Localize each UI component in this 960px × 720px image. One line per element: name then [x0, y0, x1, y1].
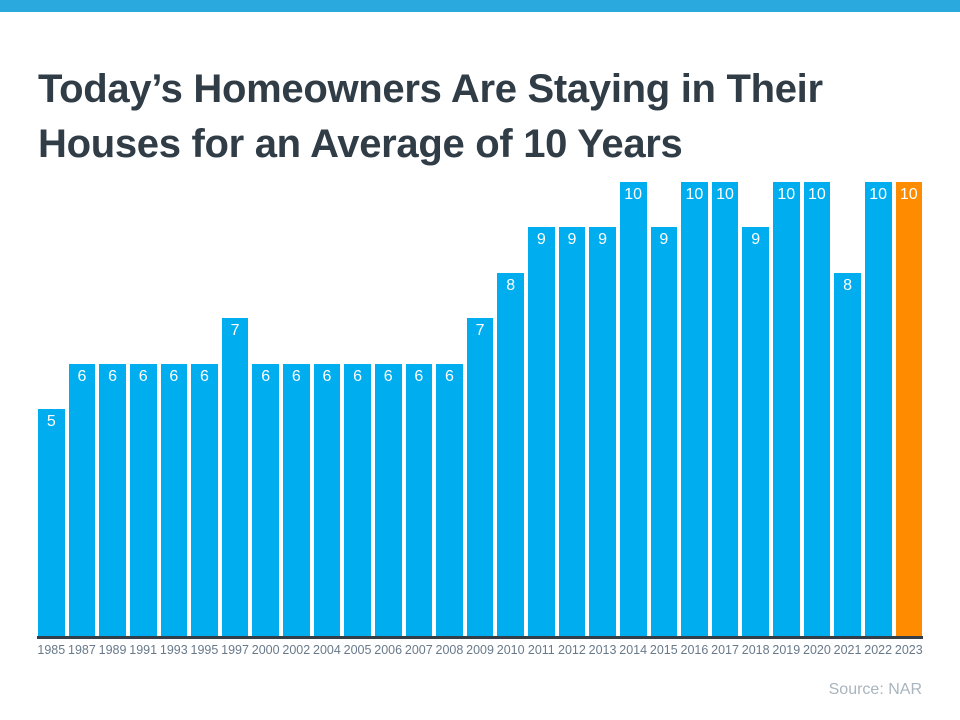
x-tick-2017: 2017 — [711, 643, 739, 657]
source-note: Source: NAR — [828, 681, 922, 698]
bar-value-label-2002: 6 — [291, 368, 301, 385]
x-tick-2007: 2007 — [404, 643, 433, 657]
x-tick-2005: 2005 — [343, 643, 372, 657]
x-axis-line — [37, 636, 923, 639]
bar-2002: 6 — [283, 364, 310, 636]
x-tick-2006: 2006 — [374, 643, 403, 657]
bar-value-label-2009: 7 — [475, 322, 485, 339]
bar-2016: 10 — [681, 182, 708, 636]
bar-value-label-1995: 6 — [199, 368, 209, 385]
page-title-line1: Today’s Homeowners Are Staying in Their — [38, 66, 823, 111]
x-tick-1991: 1991 — [129, 643, 158, 657]
bar-2022: 10 — [864, 182, 892, 636]
x-axis-labels: 1985 1987 1989 1991 1993 1995 1997 2000 2002 2004… — [37, 643, 923, 657]
x-tick-1995: 1995 — [190, 643, 219, 657]
bar-value-label-1991: 6 — [138, 368, 148, 385]
bar-2000: 6 — [252, 364, 279, 636]
bar-value-label-2016: 10 — [685, 186, 704, 203]
bar-2014: 10 — [619, 182, 647, 636]
bar-2023: 10 — [895, 182, 923, 636]
bar-value-label-2013: 9 — [598, 231, 608, 248]
x-tick-2013: 2013 — [588, 643, 617, 657]
bar-2006: 6 — [374, 364, 402, 636]
x-tick-2021: 2021 — [833, 643, 862, 657]
bar-1989: 6 — [99, 364, 126, 636]
x-tick-2019: 2019 — [772, 643, 801, 657]
bar-value-label-1997: 7 — [230, 322, 240, 339]
bar-chart: 5 6 6 6 6 6 7 6 6 6 6 6 6 6 7 8 9 9 9 10 9 10 10 9 10 10 8 10 10 — [38, 182, 923, 636]
bar-value-label-2012: 9 — [567, 231, 577, 248]
bar-2013: 9 — [589, 227, 616, 636]
bar-value-label-2006: 6 — [383, 368, 393, 385]
bar-1987: 6 — [68, 364, 96, 636]
x-tick-1993: 1993 — [159, 643, 188, 657]
bar-value-label-2014: 10 — [624, 186, 643, 203]
bar-value-label-2018: 9 — [751, 231, 761, 248]
bar-value-label-1987: 6 — [77, 368, 87, 385]
x-tick-2015: 2015 — [649, 643, 678, 657]
x-tick-2022: 2022 — [864, 643, 893, 657]
bar-1985: 5 — [38, 409, 65, 636]
bar-value-label-2010: 8 — [506, 277, 516, 294]
bar-2008: 6 — [436, 364, 463, 636]
x-tick-2014: 2014 — [619, 643, 648, 657]
bar-value-label-2015: 9 — [659, 231, 669, 248]
bar-2004: 6 — [313, 364, 341, 636]
bar-2010: 8 — [497, 273, 524, 636]
x-tick-2004: 2004 — [313, 643, 341, 657]
x-tick-1985: 1985 — [37, 643, 66, 657]
bar-value-label-2007: 6 — [414, 368, 424, 385]
bar-value-label-2022: 10 — [869, 186, 888, 203]
bar-value-label-2005: 6 — [353, 368, 363, 385]
bar-value-label-2019: 10 — [777, 186, 796, 203]
bar-2017: 10 — [711, 182, 739, 636]
bar-value-label-1985: 5 — [46, 413, 56, 430]
x-tick-1989: 1989 — [98, 643, 127, 657]
page-title: Today’s Homeowners Are Staying in Their H… — [38, 62, 928, 172]
bar-1995: 6 — [191, 364, 218, 636]
x-tick-2011: 2011 — [527, 643, 555, 657]
bar-2020: 10 — [803, 182, 831, 636]
bar-value-label-2011: 9 — [536, 231, 546, 248]
x-tick-2016: 2016 — [680, 643, 709, 657]
x-tick-1997: 1997 — [221, 643, 249, 657]
bar-value-label-2023: 10 — [899, 186, 918, 203]
bar-1993: 6 — [160, 364, 188, 636]
bar-value-label-2020: 10 — [808, 186, 826, 203]
x-tick-2018: 2018 — [741, 643, 770, 657]
bar-value-label-1989: 6 — [108, 368, 118, 385]
bar-2011: 9 — [528, 227, 555, 636]
bar-2015: 9 — [650, 227, 678, 636]
bar-value-label-2021: 8 — [843, 277, 853, 294]
x-tick-2009: 2009 — [466, 643, 494, 657]
bar-value-label-2008: 6 — [444, 368, 454, 385]
bar-2012: 9 — [558, 227, 586, 636]
x-tick-1987: 1987 — [68, 643, 96, 657]
x-tick-2012: 2012 — [558, 643, 586, 657]
bar-2007: 6 — [405, 364, 433, 636]
x-tick-2002: 2002 — [282, 643, 311, 657]
bar-2005: 6 — [344, 364, 371, 636]
bar-2018: 9 — [742, 227, 769, 636]
x-tick-2010: 2010 — [496, 643, 525, 657]
bar-2021: 8 — [834, 273, 861, 636]
bar-2019: 10 — [773, 182, 800, 636]
x-tick-2020: 2020 — [803, 643, 831, 657]
x-tick-2023: 2023 — [894, 643, 923, 657]
bar-1997: 7 — [221, 318, 249, 636]
x-tick-2008: 2008 — [435, 643, 464, 657]
bar-2009: 7 — [466, 318, 494, 636]
bar-1991: 6 — [129, 364, 157, 636]
bar-value-label-2004: 6 — [322, 368, 332, 385]
x-tick-2000: 2000 — [251, 643, 280, 657]
bar-value-label-1993: 6 — [169, 368, 179, 385]
page-title-line2: Houses for an Average of 10 Years — [38, 121, 683, 166]
brand-strip — [0, 0, 960, 12]
bar-value-label-2000: 6 — [261, 368, 271, 385]
bar-value-label-2017: 10 — [716, 186, 734, 203]
